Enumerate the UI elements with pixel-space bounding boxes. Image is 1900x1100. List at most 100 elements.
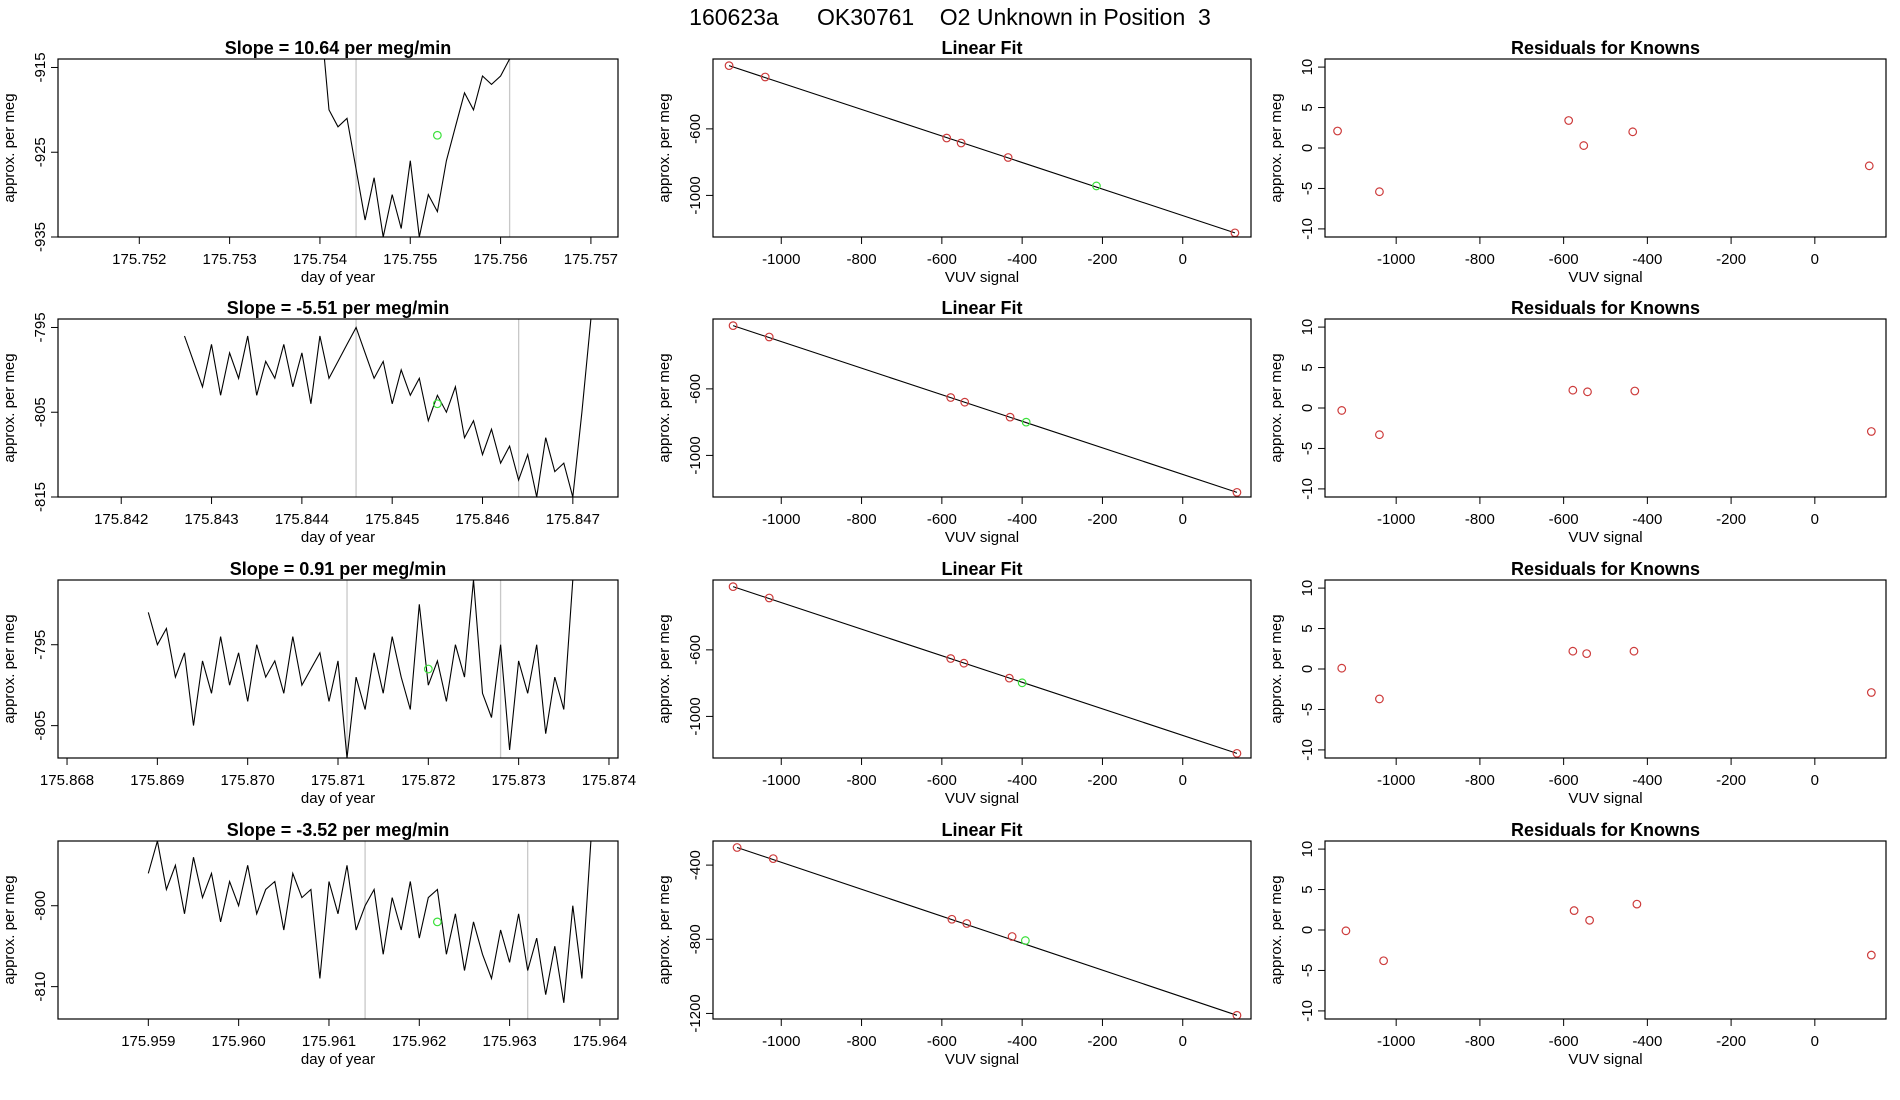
x-tick-label: -600 [1549,251,1579,268]
known-standard-point [1004,673,1014,683]
chart-title: Linear Fit [941,38,1022,58]
x-axis-label: VUV signal [945,790,1019,807]
chart-panel: Linear Fit -1000 -800 -600 -400 -200 0 -400 -800… [656,820,1252,1068]
x-tick-label: -1000 [1377,772,1415,789]
x-tick-label: -400 [1632,511,1662,528]
x-axis-label: day of year [301,529,375,546]
x-axis-label: day of year [301,790,375,807]
y-axis-label: approx. per meg [1,614,18,723]
plot-frame [57,579,619,759]
x-tick-label: -800 [847,772,877,789]
y-axis-label: approx. per meg [1,93,18,202]
known-standard-point [942,133,952,143]
x-tick-label: -200 [1716,251,1746,268]
x-tick-label: 175.963 [482,1033,536,1050]
known-standard-point [1341,926,1351,936]
regression-line [728,65,1236,234]
chart-panel: Linear Fit -1000 -800 -600 -400 -200 0 -600 -100… [656,38,1252,286]
known-standard-point [1568,646,1578,656]
chart-title: Linear Fit [941,559,1022,579]
x-tick-label: 0 [1179,511,1187,528]
chart-title: Slope = -3.52 per meg/min [227,820,450,840]
x-tick-label: -1000 [762,1033,800,1050]
chart-title: Residuals for Knowns [1511,38,1700,58]
known-standard-point [959,658,969,668]
y-tick-label: -815 [32,482,49,512]
x-tick-label: -1000 [1377,1033,1415,1050]
chart-title: Linear Fit [941,298,1022,318]
x-tick-label: -400 [1007,1033,1037,1050]
known-standard-point [1379,956,1389,966]
y-tick-label: -600 [687,374,704,404]
x-tick-label: 0 [1179,251,1187,268]
x-tick-label: 175.844 [275,511,329,528]
plot-frame [57,58,619,238]
chart-panel: Linear Fit -1000 -800 -600 -400 -200 0 -600 -100… [656,559,1252,807]
known-standard-point [1232,748,1242,758]
regression-line [736,846,1238,1016]
x-tick-label: -600 [927,251,957,268]
x-tick-label: -200 [1716,1033,1746,1050]
known-standard-point [1632,899,1642,909]
known-standard-point [764,332,774,342]
x-tick-label: 175.845 [365,511,419,528]
known-standard-point [728,582,738,592]
y-axis-label: approx. per meg [1268,353,1285,462]
x-axis-label: VUV signal [1568,269,1642,286]
known-standard-point [1579,141,1589,150]
plot-frame [712,58,1252,238]
x-tick-label: -600 [1549,772,1579,789]
known-standard-point [1585,915,1594,925]
x-tick-label: -600 [927,1033,957,1050]
known-standard-point [1375,187,1384,197]
x-tick-label: 175.873 [492,772,546,789]
y-tick-label: -805 [32,397,49,427]
y-tick-label: -5 [1299,964,1316,977]
x-tick-label: -1000 [762,772,800,789]
x-tick-label: -1000 [762,251,800,268]
chart-panel: Residuals for Knowns-1000 -800 -600 -400 -20… [1268,38,1887,286]
x-tick-label: -800 [847,1033,877,1050]
chart-panel: Slope = -5.51 per meg/min 175.842 175.843 1… [1,298,619,546]
x-tick-label: -400 [1632,251,1662,268]
chart-title: Slope = -5.51 per meg/min [227,298,450,318]
x-tick-label: 0 [1179,772,1187,789]
known-standard-point [1866,950,1876,960]
y-tick-label: -10 [1299,478,1316,500]
unknown-sample-point [432,917,442,927]
y-tick-label: -400 [687,850,704,880]
known-standard-point [1568,385,1578,395]
plot-frame [712,579,1252,759]
known-standard-point [1232,487,1242,497]
y-tick-label: -1000 [687,436,704,474]
known-standard-point [760,72,770,82]
known-standard-point [732,843,742,852]
unknown-sample-point [432,130,442,140]
x-tick-label: -600 [1549,1033,1579,1050]
known-standard-point [1569,906,1579,915]
data-series-line [323,59,511,237]
y-tick-label: -5 [1299,182,1316,195]
x-tick-label: -800 [1465,511,1495,528]
x-tick-label: 175.842 [94,511,148,528]
known-standard-point [764,593,774,603]
known-standard-point [1630,386,1640,396]
y-tick-label: -10 [1299,1000,1316,1022]
x-tick-label: 175.843 [184,511,238,528]
x-tick-label: -800 [847,251,877,268]
y-tick-label: 10 [1299,841,1316,858]
x-tick-label: 175.846 [455,511,509,528]
chart-title: Residuals for Knowns [1511,298,1700,318]
x-tick-label: -400 [1007,772,1037,789]
regression-line [732,586,1238,754]
x-tick-label: 175.962 [392,1033,446,1050]
x-tick-label: -200 [1716,511,1746,528]
x-tick-label: -600 [927,772,957,789]
x-tick-label: 175.869 [130,772,184,789]
chart-panel: Linear Fit -1000 -800 -600 -400 -200 0 -600 -100… [656,298,1252,546]
known-standard-point [1337,406,1347,415]
y-axis-label: approx. per meg [656,93,673,202]
known-standard-point [1007,932,1017,941]
y-tick-label: -800 [32,891,49,921]
x-tick-label: 175.756 [473,251,527,268]
